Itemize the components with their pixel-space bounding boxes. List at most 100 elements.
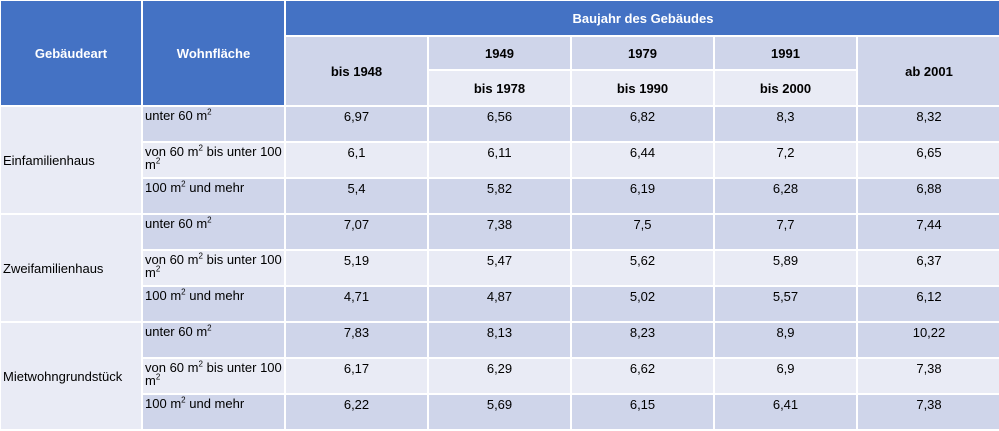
unit-exponent: 2 (207, 107, 212, 117)
header-period-4-top: 1991 (715, 37, 856, 69)
value-cell: 5,62 (572, 251, 713, 285)
living-area-cell: 100 m2 und mehr (143, 179, 284, 213)
table-row: 100 m2 und mehr 4,71 4,87 5,02 5,57 6,12 (1, 287, 999, 321)
area-text: 100 (145, 288, 167, 303)
value-cell: 7,2 (715, 143, 856, 177)
value-cell: 6,9 (715, 359, 856, 393)
unit-text: m (196, 324, 208, 339)
living-area-cell: unter 60 m2 (143, 107, 284, 141)
value-cell: 7,38 (429, 215, 570, 249)
value-cell: 7,38 (858, 395, 999, 429)
value-cell: 7,07 (286, 215, 427, 249)
living-area-cell: 100 m2 und mehr (143, 287, 284, 321)
value-cell: 8,13 (429, 323, 570, 357)
unit-exponent: 2 (198, 143, 203, 153)
value-cell: 6,12 (858, 287, 999, 321)
unit-text: m (170, 396, 182, 411)
area-text-mid: bis unter 100 (206, 252, 282, 267)
value-cell: 6,97 (286, 107, 427, 141)
value-cell: 6,56 (429, 107, 570, 141)
area-text: 100 (145, 180, 167, 195)
living-area-cell: 100 m2 und mehr (143, 395, 284, 429)
value-cell: 5,19 (286, 251, 427, 285)
header-period-5: ab 2001 (858, 37, 999, 105)
header-period-4-bottom: bis 2000 (715, 71, 856, 105)
value-cell: 8,23 (572, 323, 713, 357)
area-text: von 60 (145, 252, 185, 267)
value-cell: 10,22 (858, 323, 999, 357)
value-cell: 5,89 (715, 251, 856, 285)
unit-exponent: 2 (155, 372, 161, 382)
value-cell: 6,28 (715, 179, 856, 213)
area-text-mid: bis unter 100 (206, 144, 282, 159)
unit-exponent: 2 (181, 395, 186, 405)
unit-text: m (187, 252, 199, 267)
value-cell: 4,87 (429, 287, 570, 321)
unit-text: m (196, 108, 208, 123)
unit-text: m (145, 373, 156, 388)
value-cell: 7,5 (572, 215, 713, 249)
table-row: Zweifamilienhaus unter 60 m2 7,07 7,38 7,5 7,… (1, 215, 999, 321)
table-row: von 60 m2 bis unter 100 m2 6,17 6,29 6,62 6,… (1, 359, 999, 393)
value-cell: 6,41 (715, 395, 856, 429)
unit-exponent: 2 (207, 323, 212, 333)
value-cell: 6,11 (429, 143, 570, 177)
value-cell: 8,32 (858, 107, 999, 141)
living-area-cell: von 60 m2 bis unter 100 m2 (143, 251, 284, 285)
area-text: unter 60 (145, 216, 193, 231)
area-text-suffix: und mehr (189, 288, 245, 303)
header-living-area: Wohnfläche (143, 1, 284, 105)
unit-text: m (187, 360, 199, 375)
unit-exponent: 2 (181, 179, 186, 189)
value-cell: 6,82 (572, 107, 713, 141)
value-cell: 6,1 (286, 143, 427, 177)
area-text: 100 (145, 396, 167, 411)
value-cell: 6,29 (429, 359, 570, 393)
value-cell: 6,15 (572, 395, 713, 429)
unit-exponent: 2 (207, 215, 212, 225)
building-type-cell: Einfamilienhaus (1, 107, 141, 213)
table-row: Mietwohngrundstück unter 60 m2 7,83 8,13 8,2… (1, 323, 999, 429)
value-cell: 5,02 (572, 287, 713, 321)
value-cell: 6,19 (572, 179, 713, 213)
unit-text: m (170, 288, 182, 303)
unit-exponent: 2 (155, 156, 161, 166)
header-period-1: bis 1948 (286, 37, 427, 105)
area-text: unter 60 (145, 324, 193, 339)
value-cell: 6,62 (572, 359, 713, 393)
value-cell: 6,37 (858, 251, 999, 285)
table-row: Einfamilienhaus unter 60 m2 6,97 6,56 6,82 8,… (1, 107, 999, 213)
value-cell: 7,38 (858, 359, 999, 393)
header-period-3-bottom: bis 1990 (572, 71, 713, 105)
header-period-2-bottom: bis 1978 (429, 71, 570, 105)
area-text-suffix: und mehr (189, 180, 245, 195)
unit-exponent: 2 (181, 287, 186, 297)
header-period-3-top: 1979 (572, 37, 713, 69)
unit-exponent: 2 (155, 264, 161, 274)
value-cell: 6,65 (858, 143, 999, 177)
value-cell: 8,3 (715, 107, 856, 141)
table-row: von 60 m2 bis unter 100 m2 6,1 6,11 6,44 7,2… (1, 143, 999, 177)
living-area-cell: unter 60 m2 (143, 215, 284, 249)
area-text-suffix: und mehr (189, 396, 245, 411)
building-type-cell: Mietwohngrundstück (1, 323, 141, 429)
building-type-cell: Zweifamilienhaus (1, 215, 141, 321)
unit-text: m (145, 157, 156, 172)
unit-text: m (196, 216, 208, 231)
table-row: von 60 m2 bis unter 100 m2 5,19 5,47 5,62 5,… (1, 251, 999, 285)
value-cell: 6,88 (858, 179, 999, 213)
unit-text: m (170, 180, 182, 195)
value-cell: 5,4 (286, 179, 427, 213)
value-cell: 7,44 (858, 215, 999, 249)
value-cell: 6,22 (286, 395, 427, 429)
table-row: 100 m2 und mehr 5,4 5,82 6,19 6,28 6,88 (1, 179, 999, 213)
table-row: 100 m2 und mehr 6,22 5,69 6,15 6,41 7,38 (1, 395, 999, 429)
value-cell: 5,82 (429, 179, 570, 213)
value-cell: 5,47 (429, 251, 570, 285)
header-construction-year: Baujahr des Gebäudes (286, 1, 999, 35)
unit-exponent: 2 (198, 359, 203, 369)
header-period-2-top: 1949 (429, 37, 570, 69)
area-text-mid: bis unter 100 (206, 360, 282, 375)
living-area-cell: von 60 m2 bis unter 100 m2 (143, 143, 284, 177)
